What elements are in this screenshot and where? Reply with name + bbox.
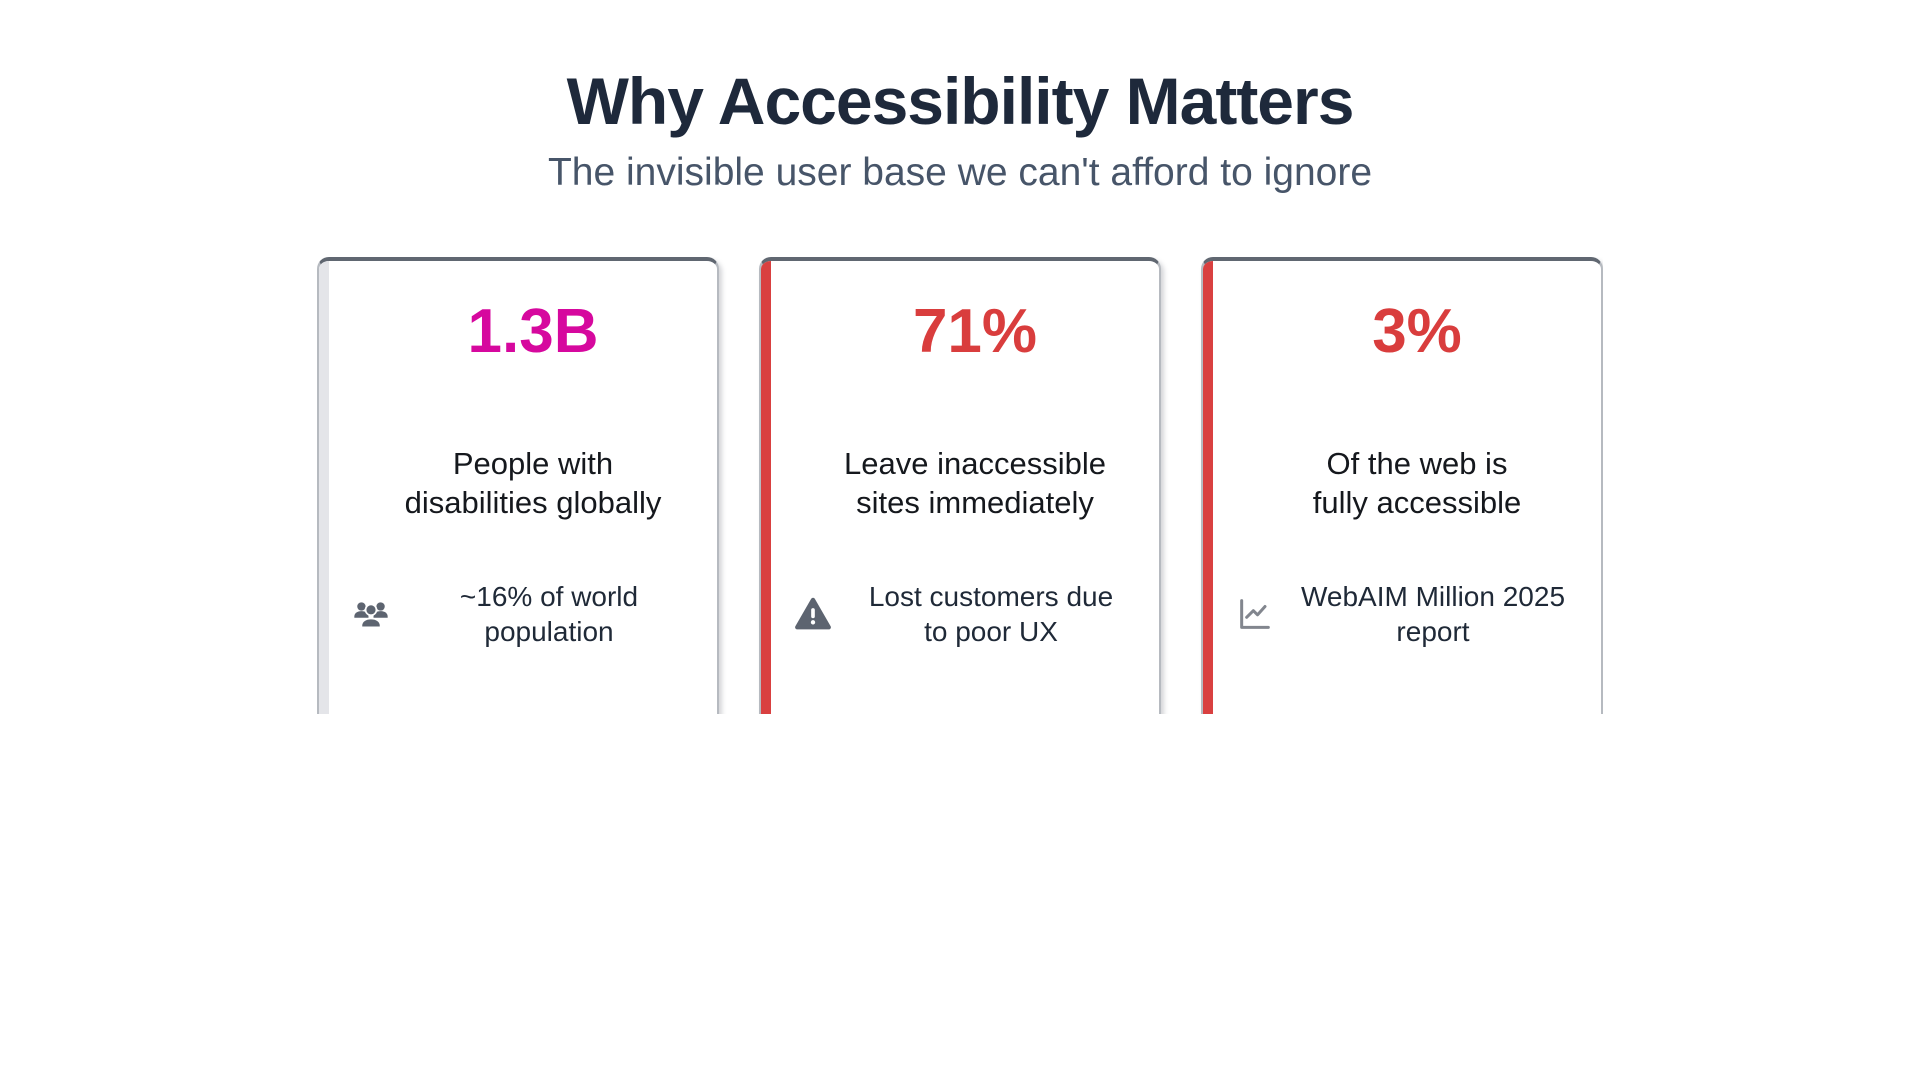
footnote-row: Lost customers due to poor UX bbox=[795, 579, 1149, 649]
stat-label: People with disabilities globally bbox=[359, 445, 707, 523]
stat-label: Leave inaccessible sites immediately bbox=[801, 445, 1149, 523]
stat-footnote-line: ~16% of world bbox=[459, 580, 639, 612]
stat-label: Of the web is fully accessible bbox=[1243, 445, 1591, 523]
stat-label-line: sites immediately bbox=[856, 484, 1094, 520]
page-subtitle: The invisible user base we can't afford … bbox=[547, 150, 1373, 194]
page-title: Why Accessibility Matters bbox=[566, 64, 1355, 138]
footnote-row: ~16% of world population bbox=[354, 579, 707, 649]
stat-card-abandonment: 71% Leave inaccessible sites immediately bbox=[759, 256, 1161, 714]
stat-footnote-line: WebAIM Million 2025 bbox=[1300, 580, 1566, 612]
stat-footnote-line: Lost customers due bbox=[868, 580, 1114, 612]
stat-value: 71% bbox=[912, 296, 1038, 366]
stat-cards-row: 1.3B People with disabilities globally bbox=[317, 256, 1603, 714]
stat-card-disabilities: 1.3B People with disabilities globally bbox=[317, 256, 719, 714]
stat-label-line: Of the web is bbox=[1326, 446, 1508, 482]
stat-footnote: Lost customers due to poor UX bbox=[833, 579, 1149, 649]
stat-value: 1.3B bbox=[467, 296, 599, 366]
card-content: 1.3B People with disabilities globally bbox=[319, 261, 717, 649]
stat-card-accessible-web: 3% Of the web is fully accessible Web bbox=[1201, 256, 1603, 714]
stat-value: 3% bbox=[1372, 296, 1462, 366]
accent-bar bbox=[761, 260, 771, 714]
accent-bar bbox=[1203, 260, 1213, 714]
stat-label-line: People with bbox=[452, 446, 614, 482]
card-content: 71% Leave inaccessible sites immediately bbox=[761, 261, 1159, 649]
warning-icon bbox=[793, 594, 833, 634]
line-chart-icon bbox=[1235, 594, 1275, 634]
stat-label-line: Leave inaccessible bbox=[844, 446, 1106, 482]
stat-label-line: disabilities globally bbox=[404, 484, 662, 520]
people-group-icon bbox=[351, 594, 391, 634]
stat-footnote-line: report bbox=[1396, 615, 1470, 647]
accent-bar bbox=[319, 260, 329, 714]
footnote-row: WebAIM Million 2025 report bbox=[1240, 579, 1591, 649]
stat-footnote-line: population bbox=[484, 615, 614, 647]
stat-label-line: fully accessible bbox=[1312, 484, 1522, 520]
stat-footnote: ~16% of world population bbox=[391, 579, 707, 649]
stat-footnote-line: to poor UX bbox=[924, 615, 1058, 647]
card-content: 3% Of the web is fully accessible Web bbox=[1203, 261, 1601, 649]
stat-footnote: WebAIM Million 2025 report bbox=[1275, 579, 1591, 649]
